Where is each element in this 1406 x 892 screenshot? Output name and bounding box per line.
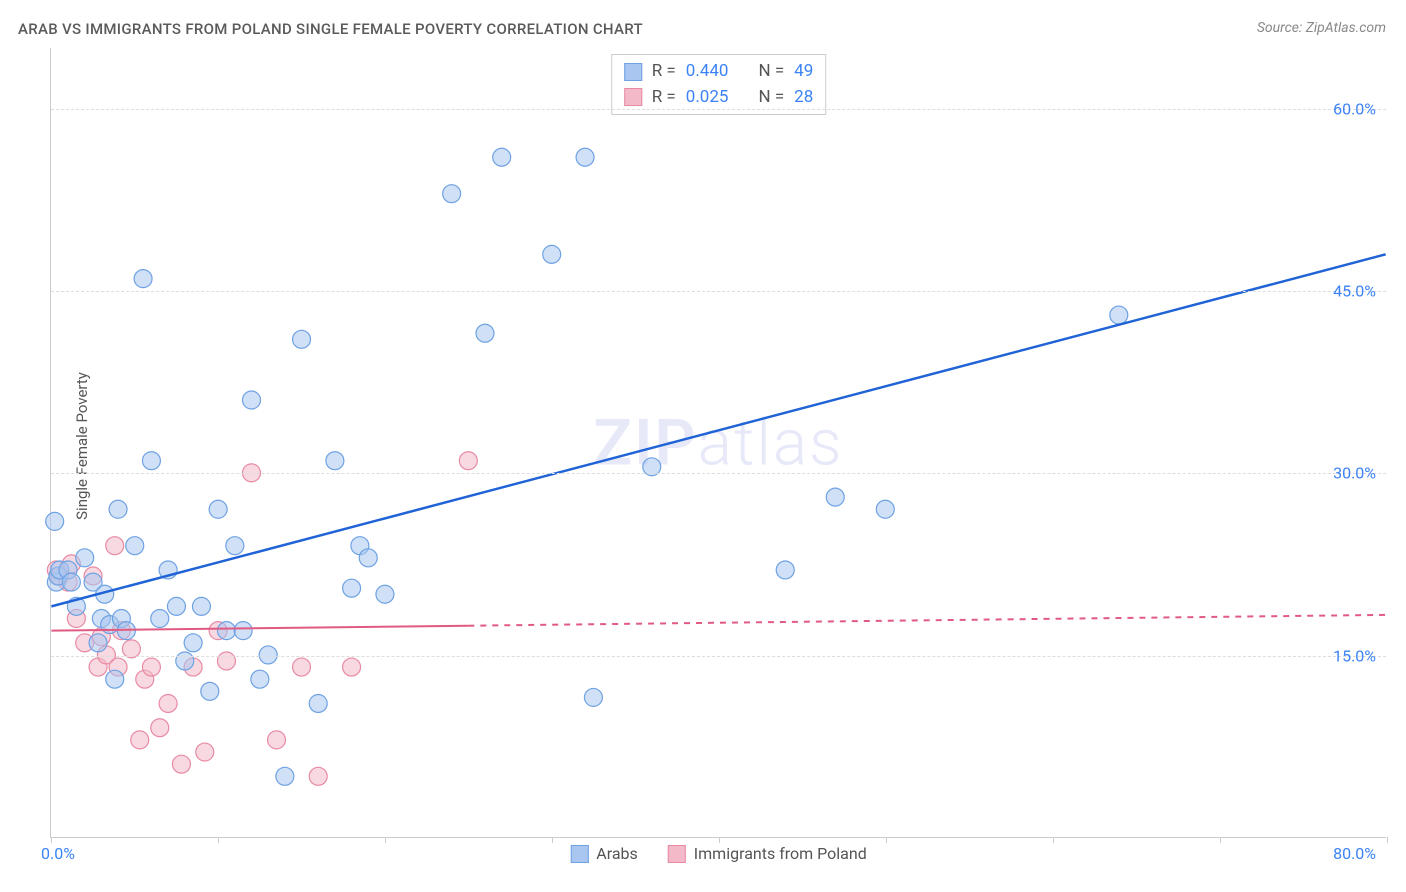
chart-title: ARAB VS IMMIGRANTS FROM POLAND SINGLE FE… bbox=[18, 20, 643, 38]
arabs-point bbox=[476, 324, 494, 342]
legend-label: Immigrants from Poland bbox=[694, 844, 867, 863]
legend-item: Arabs bbox=[570, 844, 638, 863]
poland-point bbox=[293, 658, 311, 676]
series-legend: Arabs Immigrants from Poland bbox=[570, 844, 866, 863]
arabs-point bbox=[493, 148, 511, 166]
gridline bbox=[51, 109, 1386, 110]
arabs-point bbox=[826, 488, 844, 506]
arabs-point bbox=[192, 597, 210, 615]
r-value: 0.025 bbox=[686, 85, 729, 111]
legend-row: R = 0.440 N = 49 bbox=[624, 59, 814, 85]
poland-point bbox=[343, 658, 361, 676]
y-tick-label: 60.0% bbox=[1333, 99, 1376, 118]
gridline bbox=[51, 473, 1386, 474]
arabs-point bbox=[376, 585, 394, 603]
arabs-point bbox=[142, 452, 160, 470]
arabs-point bbox=[293, 330, 311, 348]
arabs-point bbox=[109, 500, 127, 518]
arabs-point bbox=[876, 500, 894, 518]
arabs-point bbox=[343, 579, 361, 597]
x-tick bbox=[552, 837, 553, 843]
poland-point bbox=[159, 694, 177, 712]
source-attribution: Source: ZipAtlas.com bbox=[1257, 20, 1386, 36]
arabs-point bbox=[217, 622, 235, 640]
x-tick bbox=[719, 837, 720, 843]
arabs-point bbox=[201, 682, 219, 700]
x-tick bbox=[1220, 837, 1221, 843]
x-axis-max-label: 80.0% bbox=[1333, 844, 1376, 863]
y-tick-label: 30.0% bbox=[1333, 464, 1376, 483]
legend-item: Immigrants from Poland bbox=[668, 844, 867, 863]
arabs-point bbox=[243, 391, 261, 409]
poland-point bbox=[196, 743, 214, 761]
n-label: N = bbox=[758, 85, 784, 111]
arabs-point bbox=[226, 537, 244, 555]
x-tick bbox=[886, 837, 887, 843]
arabs-point bbox=[89, 634, 107, 652]
poland-point bbox=[459, 452, 477, 470]
correlation-legend: R = 0.440 N = 49 R = 0.025 N = 28 bbox=[611, 54, 827, 115]
r-value: 0.440 bbox=[686, 59, 729, 85]
arabs-point bbox=[576, 148, 594, 166]
arabs-point bbox=[167, 597, 185, 615]
arabs-point bbox=[209, 500, 227, 518]
r-label: R = bbox=[652, 85, 676, 111]
x-tick bbox=[1053, 837, 1054, 843]
x-axis-min-label: 0.0% bbox=[41, 844, 75, 863]
poland-point bbox=[217, 652, 235, 670]
poland-point bbox=[268, 731, 286, 749]
poland-point bbox=[142, 658, 160, 676]
arabs-point bbox=[176, 652, 194, 670]
arabs-point bbox=[359, 549, 377, 567]
gridline bbox=[51, 656, 1386, 657]
x-tick bbox=[218, 837, 219, 843]
arabs-point bbox=[251, 670, 269, 688]
arabs-point bbox=[46, 512, 64, 530]
arabs-point bbox=[1110, 306, 1128, 324]
arabs-point bbox=[584, 688, 602, 706]
chart-svg bbox=[51, 48, 1386, 837]
n-value: 49 bbox=[794, 59, 813, 85]
legend-swatch bbox=[624, 63, 642, 81]
chart-container: ARAB VS IMMIGRANTS FROM POLAND SINGLE FE… bbox=[0, 0, 1406, 892]
arabs-point bbox=[184, 634, 202, 652]
arabs-point bbox=[62, 573, 80, 591]
gridline bbox=[51, 291, 1386, 292]
poland-point bbox=[309, 767, 327, 785]
arabs-point bbox=[106, 670, 124, 688]
arabs-point bbox=[276, 767, 294, 785]
arabs-point bbox=[151, 610, 169, 628]
poland-point bbox=[151, 719, 169, 737]
poland-point bbox=[131, 731, 149, 749]
legend-swatch bbox=[668, 845, 686, 863]
r-label: R = bbox=[652, 59, 676, 85]
poland-regression-dashed bbox=[468, 615, 1385, 626]
y-tick-label: 15.0% bbox=[1333, 646, 1376, 665]
arabs-point bbox=[309, 694, 327, 712]
plot-area: ZIPatlas R = 0.440 N = 49 R = 0.025 N = … bbox=[50, 48, 1386, 838]
x-tick bbox=[1387, 837, 1388, 843]
arabs-point bbox=[543, 245, 561, 263]
legend-swatch bbox=[624, 88, 642, 106]
y-tick-label: 45.0% bbox=[1333, 282, 1376, 301]
legend-label: Arabs bbox=[596, 844, 638, 863]
poland-point bbox=[106, 537, 124, 555]
legend-row: R = 0.025 N = 28 bbox=[624, 85, 814, 111]
arabs-point bbox=[126, 537, 144, 555]
arabs-point bbox=[234, 622, 252, 640]
arabs-regression bbox=[51, 254, 1385, 606]
arabs-point bbox=[76, 549, 94, 567]
arabs-point bbox=[776, 561, 794, 579]
arabs-point bbox=[134, 270, 152, 288]
arabs-point bbox=[326, 452, 344, 470]
arabs-point bbox=[443, 185, 461, 203]
x-tick bbox=[51, 837, 52, 843]
x-tick bbox=[385, 837, 386, 843]
poland-point bbox=[172, 755, 190, 773]
n-label: N = bbox=[758, 59, 784, 85]
legend-swatch bbox=[570, 845, 588, 863]
n-value: 28 bbox=[794, 85, 813, 111]
